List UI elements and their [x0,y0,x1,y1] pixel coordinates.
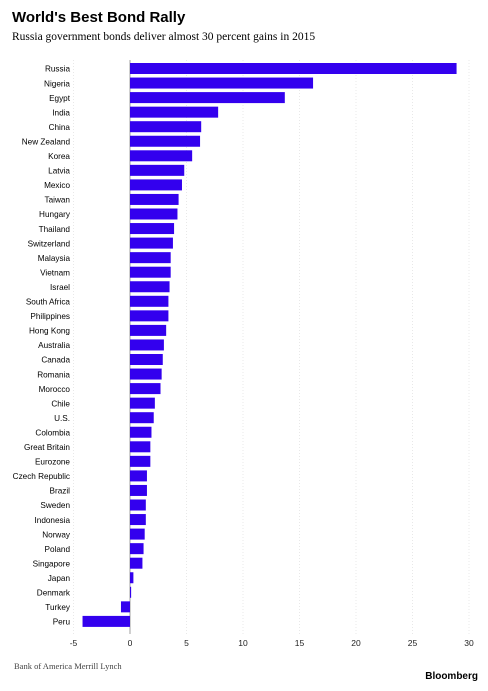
bar-hungary [130,208,178,220]
x-tick-label-7: 30 [464,638,474,648]
bar-chile [130,397,155,409]
category-label-canada: Canada [41,356,70,365]
bar-egypt [130,92,285,104]
chart-title: World's Best Bond Rally [12,9,186,26]
x-tick-label-1: 0 [128,638,133,648]
bar-colombia [130,426,152,438]
category-label-malaysia: Malaysia [38,254,71,263]
bar-india [130,106,219,118]
category-label-russia: Russia [45,65,70,74]
bar-hong-kong [130,324,167,336]
category-label-great-britain: Great Britain [24,443,70,452]
category-label-peru: Peru [53,618,71,627]
x-tick-label-2: 5 [184,638,189,648]
category-label-singapore: Singapore [33,559,71,568]
category-label-south-africa: South Africa [26,298,71,307]
x-tick-label-5: 20 [351,638,361,648]
category-label-indonesia: Indonesia [34,516,70,525]
category-label-denmark: Denmark [37,589,71,598]
source-note: Bank of America Merrill Lynch [14,661,122,671]
bar-nigeria [130,77,314,89]
category-label-philippines: Philippines [30,312,70,321]
category-label-israel: Israel [50,283,70,292]
category-label-sweden: Sweden [40,501,70,510]
bar-new-zealand [130,135,201,147]
category-label-thailand: Thailand [39,225,71,234]
bar-singapore [130,557,143,569]
bar-czech-republic [130,470,147,482]
category-label-chile: Chile [51,399,70,408]
bar-turkey [120,601,130,613]
bar-mexico [130,179,182,191]
category-label-vietnam: Vietnam [40,268,70,277]
bar-canada [130,354,163,365]
bar-u-s- [130,412,154,424]
bar-russia [130,63,457,74]
bar-sweden [130,499,146,511]
x-tick-label-3: 10 [238,638,248,648]
chart-subtitle: Russia government bonds deliver almost 3… [12,31,316,43]
bar-philippines [130,310,169,322]
category-label-new-zealand: New Zealand [22,137,71,146]
category-label-switzerland: Switzerland [28,239,71,248]
bar-israel [130,281,170,293]
x-tick-label-0: -5 [70,638,78,648]
category-label-eurozone: Eurozone [35,458,70,467]
bar-eurozone [130,455,151,467]
x-tick-label-6: 25 [408,638,418,648]
category-label-colombia: Colombia [35,428,70,437]
category-label-japan: Japan [48,574,71,583]
category-label-taiwan: Taiwan [45,196,71,205]
bar-australia [130,339,164,351]
bar-morocco [130,383,161,395]
bar-thailand [130,223,175,235]
bar-norway [130,528,145,540]
bar-japan [130,572,134,584]
bar-malaysia [130,252,171,264]
category-label-morocco: Morocco [39,385,71,394]
category-label-u-s-: U.S. [54,414,70,423]
category-label-hong-kong: Hong Kong [29,327,70,336]
category-label-mexico: Mexico [44,181,70,190]
bloomberg-logo: Bloomberg [425,671,478,682]
bar-peru [82,615,130,627]
category-label-nigeria: Nigeria [44,79,70,88]
category-label-turkey: Turkey [45,603,71,612]
bar-denmark [130,586,132,598]
x-tick-label-4: 15 [295,638,305,648]
bar-poland [130,543,144,555]
category-label-korea: Korea [48,152,70,161]
bar-taiwan [130,193,179,205]
bar-vietnam [130,266,171,278]
category-label-poland: Poland [45,545,71,554]
category-label-india: India [52,108,70,117]
bar-brazil [130,484,147,496]
category-label-hungary: Hungary [39,210,71,219]
category-label-egypt: Egypt [49,94,71,103]
category-label-brazil: Brazil [50,487,71,496]
bar-south-africa [130,295,169,307]
bar-latvia [130,164,185,176]
category-label-australia: Australia [38,341,70,350]
bar-great-britain [130,441,151,453]
category-label-czech-republic: Czech Republic [13,472,70,481]
category-label-china: China [49,123,71,132]
category-label-latvia: Latvia [48,167,70,176]
category-label-norway: Norway [42,530,71,539]
bar-china [130,121,202,133]
bar-indonesia [130,514,146,526]
bar-korea [130,150,193,162]
bar-switzerland [130,237,173,249]
bar-romania [130,368,162,380]
category-label-romania: Romania [37,370,70,379]
